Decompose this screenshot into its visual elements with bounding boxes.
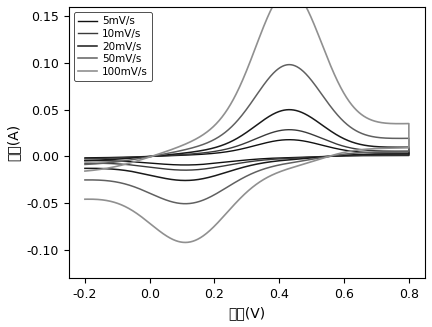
20mV/s <box>287 108 292 112</box>
50mV/s <box>198 143 203 147</box>
10mV/s <box>83 157 88 161</box>
50mV/s <box>399 150 404 154</box>
5mV/s <box>283 156 289 160</box>
100mV/s <box>376 120 381 124</box>
50mV/s <box>83 178 88 182</box>
10mV/s <box>399 153 404 157</box>
50mV/s <box>376 136 381 140</box>
5mV/s <box>83 156 88 160</box>
5mV/s <box>287 138 292 142</box>
50mV/s <box>183 202 188 206</box>
5mV/s <box>376 151 381 155</box>
10mV/s <box>95 157 100 161</box>
X-axis label: 电压(V): 电压(V) <box>229 306 265 320</box>
100mV/s <box>123 205 128 209</box>
Line: 20mV/s: 20mV/s <box>85 110 409 181</box>
5mV/s <box>183 163 188 167</box>
20mV/s <box>95 158 100 162</box>
100mV/s <box>399 146 404 150</box>
10mV/s <box>183 168 188 172</box>
10mV/s <box>123 163 128 166</box>
20mV/s <box>183 179 188 182</box>
100mV/s <box>83 169 88 173</box>
10mV/s <box>283 157 289 161</box>
5mV/s <box>399 154 404 158</box>
5mV/s <box>95 156 100 160</box>
50mV/s <box>287 63 292 67</box>
20mV/s <box>198 149 203 153</box>
Line: 5mV/s: 5mV/s <box>85 140 409 165</box>
Line: 10mV/s: 10mV/s <box>85 130 409 170</box>
50mV/s <box>95 162 100 166</box>
10mV/s <box>83 161 88 165</box>
20mV/s <box>399 152 404 156</box>
50mV/s <box>283 162 289 165</box>
Line: 100mV/s: 100mV/s <box>85 0 409 242</box>
20mV/s <box>376 145 381 149</box>
20mV/s <box>83 166 88 170</box>
5mV/s <box>123 160 128 164</box>
100mV/s <box>198 134 203 138</box>
Legend: 5mV/s, 10mV/s, 20mV/s, 50mV/s, 100mV/s: 5mV/s, 10mV/s, 20mV/s, 50mV/s, 100mV/s <box>74 12 152 81</box>
100mV/s <box>83 197 88 201</box>
10mV/s <box>287 128 292 132</box>
100mV/s <box>95 168 100 172</box>
100mV/s <box>283 168 289 172</box>
Y-axis label: 电流(A): 电流(A) <box>7 124 21 161</box>
Line: 50mV/s: 50mV/s <box>85 65 409 204</box>
20mV/s <box>283 158 289 162</box>
20mV/s <box>83 159 88 163</box>
10mV/s <box>198 151 203 155</box>
10mV/s <box>376 149 381 153</box>
5mV/s <box>198 152 203 156</box>
100mV/s <box>183 240 188 244</box>
50mV/s <box>83 163 88 166</box>
20mV/s <box>123 168 128 172</box>
50mV/s <box>123 182 128 186</box>
5mV/s <box>83 159 88 163</box>
